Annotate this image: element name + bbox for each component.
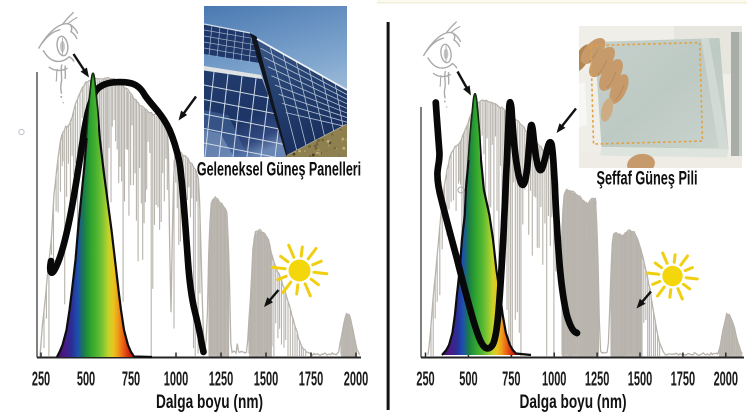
svg-text:1750: 1750	[299, 368, 323, 390]
svg-text:500: 500	[459, 368, 477, 390]
svg-text:500: 500	[77, 368, 95, 390]
svg-text:750: 750	[502, 368, 520, 390]
svg-text:2000: 2000	[344, 368, 368, 390]
svg-text:1250: 1250	[585, 368, 609, 390]
svg-text:Geleneksel Güneş Panelleri: Geleneksel Güneş Panelleri	[197, 159, 361, 180]
svg-text:2000: 2000	[714, 368, 738, 390]
svg-text:Şeffaf Güneş Pili: Şeffaf Güneş Pili	[596, 168, 697, 189]
svg-text:Dalga boyu (nm): Dalga boyu (nm)	[519, 391, 626, 413]
svg-text:1000: 1000	[164, 368, 188, 390]
svg-text:Dalga boyu (nm): Dalga boyu (nm)	[156, 391, 263, 413]
svg-text:1750: 1750	[671, 368, 695, 390]
svg-text:1500: 1500	[254, 368, 278, 390]
svg-text:1000: 1000	[542, 368, 566, 390]
svg-text:250: 250	[416, 368, 434, 390]
svg-text:250: 250	[32, 368, 50, 390]
svg-text:1500: 1500	[628, 368, 652, 390]
svg-text:750: 750	[122, 368, 140, 390]
svg-text:1250: 1250	[209, 368, 233, 390]
